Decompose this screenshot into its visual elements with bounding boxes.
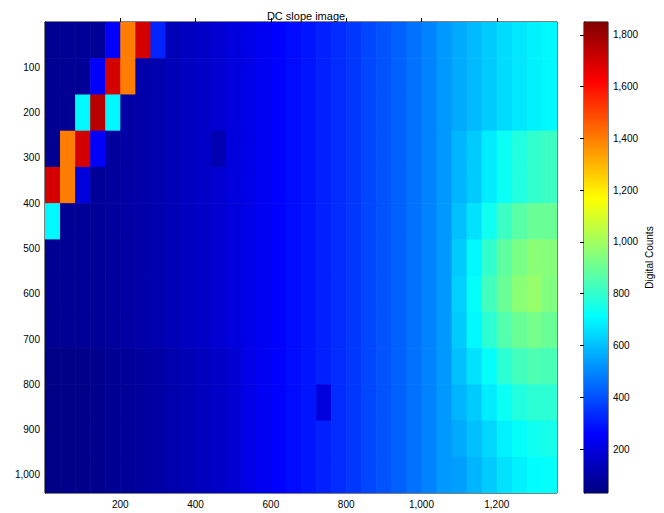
svg-text:400: 400 [187,499,204,510]
svg-text:Digital Counts: Digital Counts [644,226,655,288]
svg-text:1,400: 1,400 [613,133,638,144]
svg-text:700: 700 [23,334,40,345]
svg-text:200: 200 [112,499,129,510]
svg-text:800: 800 [338,499,355,510]
svg-text:600: 600 [23,288,40,299]
svg-text:400: 400 [613,392,630,403]
svg-text:100: 100 [23,62,40,73]
svg-text:1,000: 1,000 [613,236,638,247]
svg-text:900: 900 [23,424,40,435]
svg-text:300: 300 [23,152,40,163]
svg-text:800: 800 [23,379,40,390]
svg-text:600: 600 [613,340,630,351]
svg-text:500: 500 [23,243,40,254]
svg-text:200: 200 [613,444,630,455]
svg-text:1,200: 1,200 [613,185,638,196]
svg-text:1,200: 1,200 [484,499,509,510]
svg-text:1,800: 1,800 [613,29,638,40]
svg-text:600: 600 [263,499,280,510]
svg-text:1,600: 1,600 [613,81,638,92]
svg-text:1,000: 1,000 [15,469,40,480]
svg-text:400: 400 [23,198,40,209]
svg-text:DC slope image: DC slope image [267,10,345,22]
svg-text:1,000: 1,000 [409,499,434,510]
svg-text:200: 200 [23,107,40,118]
svg-text:800: 800 [613,288,630,299]
